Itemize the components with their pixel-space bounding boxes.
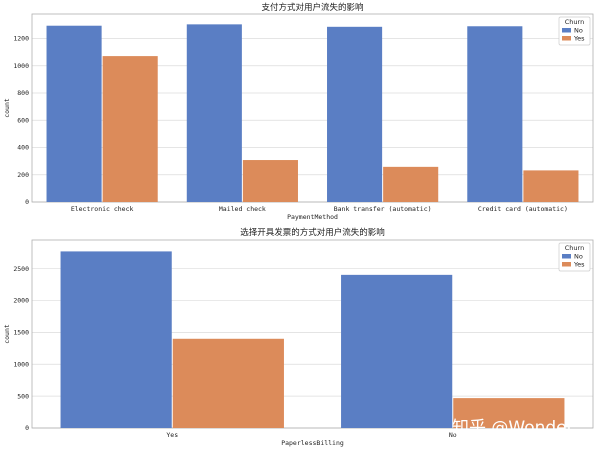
bar-yes	[172, 338, 284, 428]
y-tick-label: 800	[17, 89, 29, 97]
x-tick-label: No	[449, 431, 457, 439]
x-axis-label: PaymentMethod	[287, 213, 338, 221]
y-tick-label: 1200	[13, 35, 29, 43]
x-tick-label: Credit card (automatic)	[478, 205, 568, 213]
plot-frame	[31, 13, 594, 203]
legend-title: Churn	[565, 244, 584, 252]
y-tick-label: 0	[25, 424, 29, 432]
legend-title: Churn	[565, 18, 584, 26]
y-tick-label: 1500	[13, 329, 29, 337]
chart-title: 支付方式对用户流失的影响	[261, 2, 363, 13]
y-tick-label: 400	[17, 144, 29, 152]
y-tick-label: 2500	[13, 265, 29, 273]
legend-swatch-no	[562, 28, 571, 33]
y-tick-label: 0	[25, 198, 29, 206]
bar-no	[327, 26, 383, 202]
y-tick-label: 500	[17, 392, 29, 400]
bar-no	[341, 274, 453, 428]
y-tick-label: 600	[17, 116, 29, 124]
bar-no	[46, 25, 102, 202]
y-axis-label: count	[3, 324, 11, 344]
x-tick-label: Yes	[166, 431, 178, 439]
bar-no	[467, 26, 523, 203]
bar-no	[186, 24, 242, 202]
x-axis-label: PaperlessBilling	[281, 439, 344, 447]
y-axis-label: count	[3, 98, 11, 118]
legend-swatch-yes	[562, 262, 571, 267]
chart-payment-method: 0 200 400 600 800 1000 1200 Electronic check Mai…	[3, 2, 594, 221]
bar-yes	[102, 56, 158, 202]
x-tick-label: Bank transfer (automatic)	[334, 205, 432, 213]
bar-yes	[523, 170, 579, 202]
bar-yes	[242, 160, 298, 202]
y-tick-label: 2000	[13, 297, 29, 305]
x-tick-label: Electronic check	[71, 205, 134, 213]
y-tick-label: 1000	[13, 62, 29, 70]
legend-entry: Yes	[573, 260, 585, 268]
legend-entry: No	[574, 26, 583, 34]
watermark-text: 知乎 @Wonder	[452, 418, 574, 438]
legend-swatch-yes	[562, 36, 571, 41]
bar-yes	[383, 166, 439, 202]
y-tick-label: 200	[17, 171, 29, 179]
legend-entry: No	[574, 252, 583, 260]
legend-swatch-no	[562, 254, 571, 259]
x-tick-label: Mailed check	[219, 205, 266, 213]
y-tick-label: 1000	[13, 360, 29, 368]
chart-title: 选择开具发票的方式对用户流失的影响	[240, 227, 385, 238]
plot-frame	[31, 239, 594, 429]
legend-entry: Yes	[573, 34, 585, 42]
bar-yes	[453, 398, 565, 428]
bar-no	[60, 251, 172, 428]
